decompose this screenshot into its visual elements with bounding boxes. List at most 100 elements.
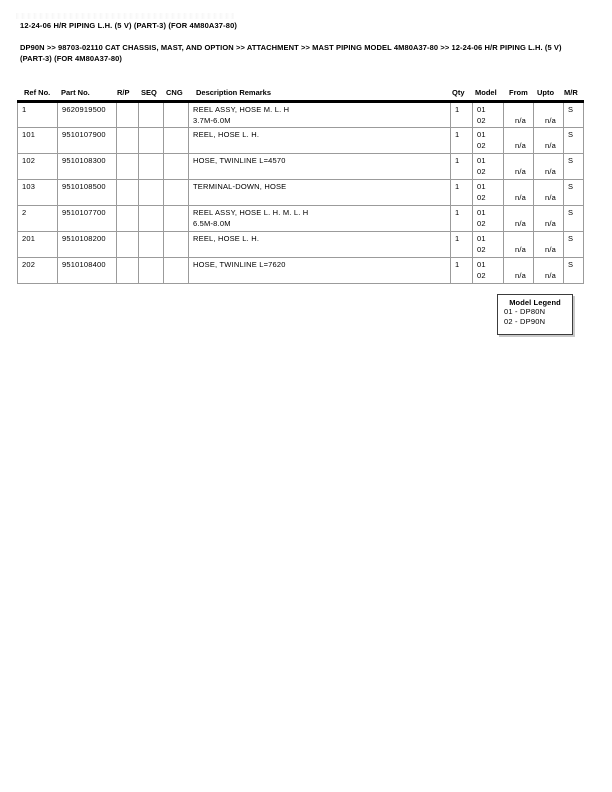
qty-cell: 1 bbox=[450, 101, 473, 128]
cng-cell bbox=[163, 179, 189, 206]
cng-cell bbox=[163, 205, 189, 232]
description-cell: REEL, HOSE L. H. bbox=[188, 231, 451, 258]
model-legend-title: Model Legend bbox=[509, 298, 561, 307]
model-legend: Model Legend 01 - DP80N 02 - DP90N bbox=[497, 294, 573, 335]
scan-artifact bbox=[16, 13, 234, 19]
upto-value: n/a bbox=[544, 218, 557, 228]
model-line-2: 02 bbox=[477, 270, 486, 280]
col-header-description: Description Remarks bbox=[196, 88, 272, 97]
cng-cell bbox=[163, 257, 189, 284]
qty-cell: 1 bbox=[450, 231, 473, 258]
seq-cell bbox=[138, 257, 164, 284]
table-row: 202 9510108400 HOSE, TWINLINE L=7620 1 0… bbox=[17, 257, 584, 284]
model-cell: 01 02 bbox=[472, 257, 504, 284]
col-header-from: From bbox=[509, 88, 528, 97]
table-header-row: Ref No. Part No. R/P SEQ CNG Description… bbox=[0, 88, 612, 100]
parts-table-body: 1 9620919500 REEL ASSY, HOSE M. L. H 3.7… bbox=[17, 101, 584, 284]
ref-no-cell: 103 bbox=[17, 179, 58, 206]
upto-cell: n/a bbox=[533, 231, 564, 258]
description-line-2: 3.7M-6.0M bbox=[193, 115, 231, 125]
seq-cell bbox=[138, 101, 164, 128]
model-line-2: 02 bbox=[477, 166, 486, 176]
col-header-seq: SEQ bbox=[141, 88, 157, 97]
rp-cell bbox=[116, 179, 139, 206]
upto-value: n/a bbox=[544, 270, 557, 280]
col-header-upto: Upto bbox=[537, 88, 555, 97]
description-cell: HOSE, TWINLINE L=7620 bbox=[188, 257, 451, 284]
mr-cell: S bbox=[563, 153, 584, 180]
col-header-ref-no: Ref No. bbox=[24, 88, 51, 97]
cng-cell bbox=[163, 153, 189, 180]
from-cell: n/a bbox=[503, 153, 534, 180]
from-cell: n/a bbox=[503, 101, 534, 128]
upto-spacer bbox=[538, 130, 563, 141]
cng-cell bbox=[163, 127, 189, 154]
qty-cell: 1 bbox=[450, 179, 473, 206]
seq-cell bbox=[138, 205, 164, 232]
upto-cell: n/a bbox=[533, 205, 564, 232]
ref-no-cell: 2 bbox=[17, 205, 58, 232]
from-cell: n/a bbox=[503, 257, 534, 284]
ref-no-cell: 201 bbox=[17, 231, 58, 258]
mr-cell: S bbox=[563, 205, 584, 232]
upto-value: n/a bbox=[544, 115, 557, 125]
upto-spacer bbox=[538, 260, 563, 271]
upto-value: n/a bbox=[544, 192, 557, 202]
table-row: 201 9510108200 REEL, HOSE L. H. 1 01 02 … bbox=[17, 231, 584, 258]
col-header-qty: Qty bbox=[452, 88, 465, 97]
model-line-2: 02 bbox=[477, 244, 486, 254]
part-no-cell: 9510108200 bbox=[57, 231, 117, 258]
upto-spacer bbox=[538, 208, 563, 219]
part-no-cell: 9620919500 bbox=[57, 101, 117, 128]
qty-cell: 1 bbox=[450, 153, 473, 180]
from-spacer bbox=[508, 234, 533, 245]
description-line-1: REEL ASSY, HOSE M. L. H bbox=[193, 105, 290, 114]
seq-cell bbox=[138, 153, 164, 180]
upto-cell: n/a bbox=[533, 153, 564, 180]
ref-no-cell: 101 bbox=[17, 127, 58, 154]
description-line-1: REEL ASSY, HOSE L. H. M. L. H bbox=[193, 208, 309, 217]
col-header-part-no: Part No. bbox=[61, 88, 90, 97]
description-line-1: HOSE, TWINLINE L=4570 bbox=[193, 156, 286, 165]
description-cell: REEL ASSY, HOSE L. H. M. L. H 6.5M-8.0M bbox=[188, 205, 451, 232]
model-line-1: 01 bbox=[477, 182, 486, 191]
from-value: n/a bbox=[514, 218, 527, 228]
part-no-cell: 9510107900 bbox=[57, 127, 117, 154]
from-value: n/a bbox=[514, 270, 527, 280]
from-spacer bbox=[508, 130, 533, 141]
upto-spacer bbox=[538, 105, 563, 116]
upto-spacer bbox=[538, 182, 563, 193]
rp-cell bbox=[116, 127, 139, 154]
from-cell: n/a bbox=[503, 231, 534, 258]
upto-spacer bbox=[538, 156, 563, 167]
description-cell: REEL ASSY, HOSE M. L. H 3.7M-6.0M bbox=[188, 101, 451, 128]
description-line-1: REEL, HOSE L. H. bbox=[193, 130, 260, 139]
from-value: n/a bbox=[514, 192, 527, 202]
model-line-1: 01 bbox=[477, 234, 486, 243]
mr-cell: S bbox=[563, 257, 584, 284]
ref-no-cell: 202 bbox=[17, 257, 58, 284]
from-spacer bbox=[508, 260, 533, 271]
model-cell: 01 02 bbox=[472, 153, 504, 180]
model-line-2: 02 bbox=[477, 218, 486, 228]
qty-cell: 1 bbox=[450, 127, 473, 154]
from-spacer bbox=[508, 182, 533, 193]
mr-cell: S bbox=[563, 179, 584, 206]
model-cell: 01 02 bbox=[472, 127, 504, 154]
cng-cell bbox=[163, 101, 189, 128]
from-value: n/a bbox=[514, 244, 527, 254]
description-line-1: REEL, HOSE L. H. bbox=[193, 234, 260, 243]
table-row: 101 9510107900 REEL, HOSE L. H. 1 01 02 … bbox=[17, 127, 584, 154]
upto-cell: n/a bbox=[533, 257, 564, 284]
model-cell: 01 02 bbox=[472, 179, 504, 206]
description-line-1: TERMINAL-DOWN, HOSE bbox=[193, 182, 287, 191]
description-line-1: HOSE, TWINLINE L=7620 bbox=[193, 260, 286, 269]
model-line-1: 01 bbox=[477, 130, 486, 139]
rp-cell bbox=[116, 205, 139, 232]
mr-cell: S bbox=[563, 231, 584, 258]
from-value: n/a bbox=[514, 115, 527, 125]
from-value: n/a bbox=[514, 166, 527, 176]
qty-cell: 1 bbox=[450, 205, 473, 232]
model-legend-item: 01 - DP80N bbox=[504, 307, 546, 316]
model-line-2: 02 bbox=[477, 115, 486, 125]
